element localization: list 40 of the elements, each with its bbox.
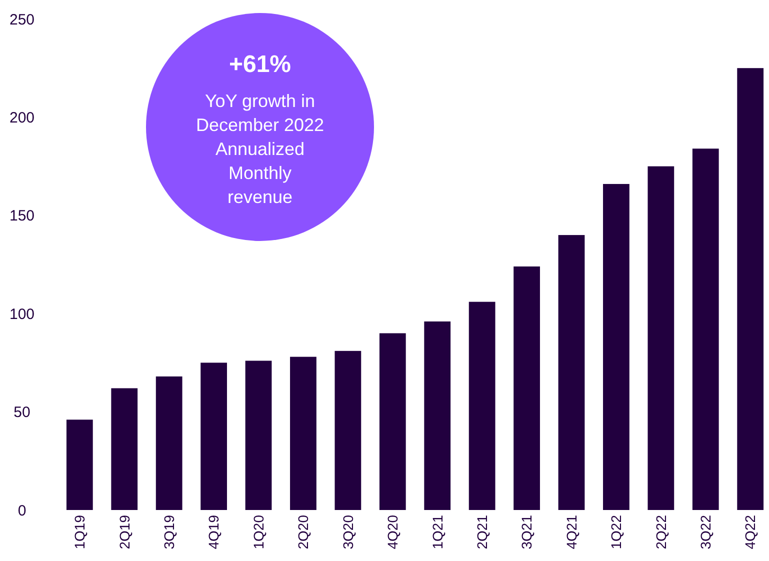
x-tick-label: 3Q22 <box>698 514 714 550</box>
bar <box>424 321 451 510</box>
bar <box>514 266 540 510</box>
bar <box>245 360 272 510</box>
x-tick-label: 1Q22 <box>608 514 624 550</box>
x-tick-label: 1Q19 <box>72 514 88 550</box>
y-tick-label: 0 <box>18 502 26 520</box>
x-tick-label: 2Q19 <box>116 514 132 550</box>
x-tick-label: 2Q22 <box>652 514 669 550</box>
bar <box>648 166 674 510</box>
bar <box>692 148 719 510</box>
x-tick-label: 2Q20 <box>295 514 312 550</box>
bar <box>468 302 496 510</box>
bar <box>156 376 182 510</box>
x-tick-label: 3Q21 <box>518 514 535 550</box>
bar <box>603 184 630 510</box>
x-tick-label: 4Q19 <box>206 514 222 550</box>
y-tick-label: 100 <box>9 306 35 323</box>
bar <box>111 388 138 510</box>
bar <box>290 356 316 510</box>
x-tick-label: 1Q20 <box>250 514 266 550</box>
bar <box>200 362 227 510</box>
y-tick-label: 50 <box>14 404 30 422</box>
y-tick-label: 150 <box>9 208 35 225</box>
annotation: YoY growth in December 2022 Annualized Monthly revenue <box>196 91 324 207</box>
x-tick-label: 2Q21 <box>474 514 490 550</box>
x-tick-label: 4Q20 <box>384 514 401 550</box>
x-tick-label: 4Q21 <box>563 514 580 550</box>
bar <box>334 350 362 510</box>
annotation: +61% <box>228 51 292 78</box>
bar <box>737 68 764 510</box>
bar <box>558 235 585 510</box>
y-tick-label: 250 <box>9 11 35 28</box>
bar <box>66 420 93 510</box>
bar <box>379 333 406 510</box>
x-tick-label: 3Q19 <box>160 514 177 550</box>
x-tick-label: 1Q21 <box>429 514 446 550</box>
y-tick-label: 200 <box>9 109 35 126</box>
x-tick-label: 3Q20 <box>340 514 356 550</box>
x-tick-label: 4Q22 <box>742 514 758 550</box>
